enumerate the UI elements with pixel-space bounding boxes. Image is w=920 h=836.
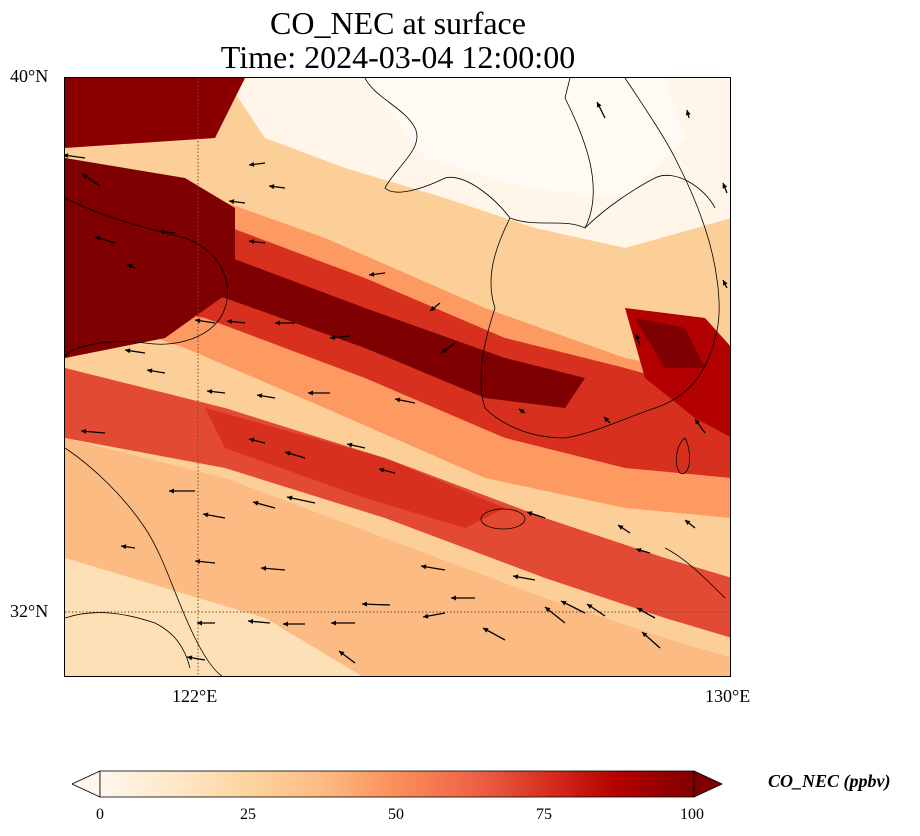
wind-arrowhead [257,393,263,399]
wind-arrowhead [81,428,87,434]
wind-arrowhead [347,442,353,448]
wind-arrowhead [308,390,313,396]
wind-arrowhead [249,239,255,245]
wind-arrowhead [269,184,275,190]
wind-arrowhead [249,161,255,167]
wind-arrowhead [635,334,640,340]
wind-arrowhead [637,608,643,613]
wind-arrowhead [527,511,533,516]
wind-arrowhead [330,335,336,340]
wind-arrowhead [421,564,427,570]
wind-arrowhead [636,547,642,553]
wind-arrowhead [331,620,336,626]
wind-arrowhead [95,236,101,241]
wind-arrowhead [195,318,201,324]
map-title: CO_NEC at surface Time: 2024-03-04 12:00… [64,6,732,74]
wind-arrowhead [125,348,131,354]
wind-arrowhead [685,110,691,116]
title-line-2: Time: 2024-03-04 12:00:00 [220,39,576,75]
wind-arrowhead [207,389,213,395]
wind-arrowhead [229,199,235,205]
wind-arrowhead [169,488,174,494]
title-line-1: CO_NEC at surface [270,5,526,41]
wind-arrowhead [362,601,368,607]
wind-arrowhead [604,417,610,423]
lat-label-32n: 32°N [10,601,49,621]
wind-arrowhead [561,601,567,606]
wind-arrowhead [283,621,288,627]
wind-arrowhead [197,620,202,626]
colorbar-tick-100: 100 [680,806,704,823]
wind-arrowhead [227,319,233,325]
concentration-field [65,78,730,676]
wind-arrowhead [642,632,648,638]
colorbar-title: CO_NEC (ppbv) [768,771,891,791]
wind-arrowhead [187,655,193,661]
lat-label-40n: 40°N [10,66,49,86]
wind-arrowhead [287,495,293,501]
wind-arrowhead [121,544,127,550]
wind-arrowhead [723,280,728,286]
wind-arrowhead [618,525,624,530]
coastlines [65,78,726,676]
wind-arrowhead [441,348,447,353]
wind-arrowhead [513,574,519,580]
lon-label-130e: 130°E [705,686,751,706]
gridlines [65,78,730,676]
wind-arrowhead [597,102,602,108]
wind-arrowhead [195,559,201,564]
colorbar-tick-0: 0 [96,806,104,823]
wind-arrowhead [685,520,691,526]
colorbar-gradient [71,770,723,798]
wind-arrowhead [159,229,165,235]
wind-arrowhead [147,368,153,374]
wind-arrowhead [261,565,267,571]
wind-arrowhead [395,397,401,403]
wind-arrowhead [430,305,436,311]
wind-arrowhead [483,628,489,633]
wind-arrowhead [379,467,385,473]
wind-arrowhead [451,595,456,601]
wind-arrowhead [249,437,255,443]
wind-arrowhead [275,320,280,326]
wind-arrowhead [203,512,209,518]
wind-arrowhead [423,613,429,619]
wind-arrowhead [519,409,525,414]
wind-arrowhead [65,153,69,159]
colorbar-tick-75: 75 [536,806,552,823]
wind-arrowhead [127,264,133,269]
wind-arrowhead [253,500,259,506]
wind-vectors [65,101,728,664]
wind-arrowhead [695,419,700,425]
colorbar-tick-25: 25 [240,806,256,823]
wind-arrowhead [82,174,88,179]
wind-arrowhead [545,607,551,613]
wind-arrowhead [285,451,291,456]
wind-arrowhead [369,271,375,277]
colorbar-tick-50: 50 [388,806,404,823]
map-panel [64,77,731,677]
wind-arrowhead [248,618,254,624]
wind-arrowhead [722,183,728,189]
colorbar [71,770,732,805]
wind-arrowhead [587,604,593,609]
lon-label-122e: 122°E [172,686,218,706]
wind-arrowhead [339,651,345,656]
